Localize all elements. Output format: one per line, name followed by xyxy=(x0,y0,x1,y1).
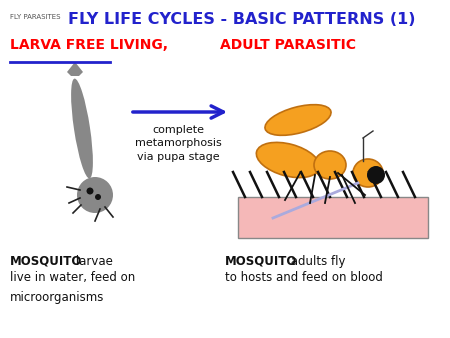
Text: via pupa stage: via pupa stage xyxy=(137,152,219,162)
Ellipse shape xyxy=(353,159,383,187)
Ellipse shape xyxy=(265,105,331,135)
Ellipse shape xyxy=(256,142,320,177)
Text: FLY LIFE CYCLES - BASIC PATTERNS (1): FLY LIFE CYCLES - BASIC PATTERNS (1) xyxy=(68,12,415,27)
Ellipse shape xyxy=(77,177,113,213)
Text: live in water, feed on: live in water, feed on xyxy=(10,271,135,284)
Text: MOSQUITO: MOSQUITO xyxy=(10,255,82,268)
Text: LARVA FREE LIVING,: LARVA FREE LIVING, xyxy=(10,38,168,52)
Bar xyxy=(238,197,428,238)
Text: microorganisms: microorganisms xyxy=(10,291,104,304)
Ellipse shape xyxy=(71,79,93,178)
Text: complete: complete xyxy=(152,125,204,135)
Text: metamorphosis: metamorphosis xyxy=(135,138,221,148)
Ellipse shape xyxy=(86,188,94,194)
Polygon shape xyxy=(67,62,83,76)
Text: larvae: larvae xyxy=(72,255,113,268)
Text: adults fly: adults fly xyxy=(287,255,346,268)
Text: to hosts and feed on blood: to hosts and feed on blood xyxy=(225,271,383,284)
Ellipse shape xyxy=(367,166,385,184)
Ellipse shape xyxy=(314,151,346,179)
Ellipse shape xyxy=(95,194,101,200)
Text: FLY PARASITES: FLY PARASITES xyxy=(10,14,60,20)
Text: MOSQUITO: MOSQUITO xyxy=(225,255,297,268)
Text: ADULT PARASITIC: ADULT PARASITIC xyxy=(220,38,356,52)
